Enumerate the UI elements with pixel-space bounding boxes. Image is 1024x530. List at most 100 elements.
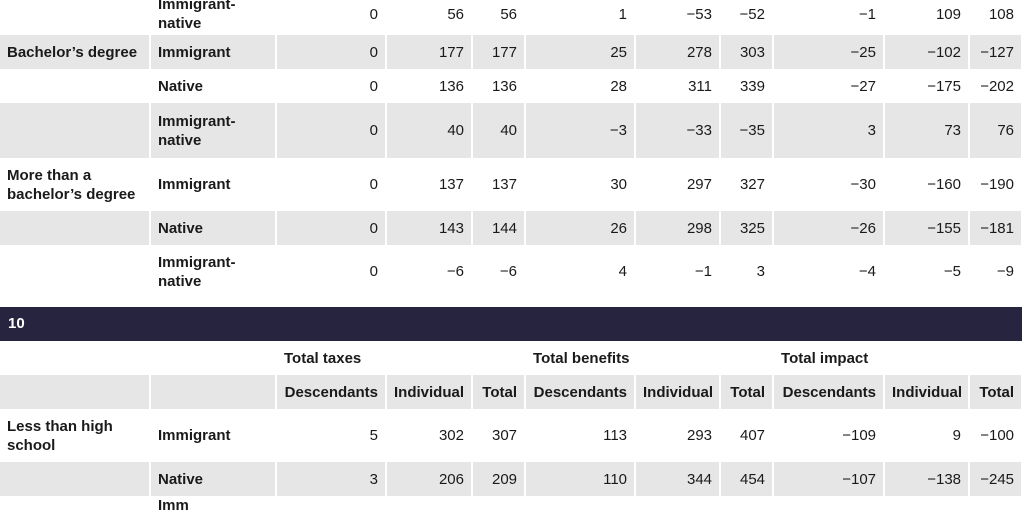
value-cell: 0 [276,211,387,245]
value-cell: −52 [720,0,774,35]
value-cell: −4 [773,245,885,298]
empty-header-cell [150,375,277,409]
value-cell [276,496,387,530]
education-group-label [0,69,151,103]
column-header: Individual [386,375,473,409]
value-cell: 293 [635,409,722,462]
value-cell: 113 [525,409,637,462]
value-cell: 327 [720,158,774,211]
column-header-row: Descendants Individual Total Descendants Ind… [0,375,1024,409]
value-cell: 56 [472,0,526,35]
value-cell: 407 [720,409,775,462]
value-cell: 339 [720,69,774,103]
column-header: Total [472,375,527,409]
education-group-label: Bachelor’s degree [0,35,151,69]
table-row: Immigrant-native 0 −6 −6 4 −1 3 −4 −5 −9 [0,245,1023,298]
table-row: Native 0 143 144 26 298 325 −26 −155 −181 [0,211,1023,245]
column-header: Total [720,375,775,409]
value-cell: −5 [884,245,970,298]
population-type-label: Native [150,462,277,496]
value-cell: 311 [635,69,721,103]
education-group-label: Less than high school [0,409,151,462]
population-type-label: Immigrant-native [150,0,277,35]
value-cell: 9 [884,409,971,462]
value-cell: −25 [773,35,885,69]
value-cell: −202 [969,69,1023,103]
value-cell: 1 [525,0,636,35]
value-cell: −1 [635,245,721,298]
fiscal-impact-table-lower: Total taxes Total benefits Total impact Des… [0,341,1024,530]
value-cell: −6 [472,245,526,298]
table-row: Less than high school Immigrant 5 302 307 113… [0,409,1024,462]
value-cell: 40 [472,103,526,158]
group-header: Total impact [773,341,1024,375]
value-cell: 0 [276,69,387,103]
column-header: Individual [884,375,971,409]
value-cell: 76 [969,103,1023,158]
value-cell [969,496,1024,530]
value-cell: −30 [773,158,885,211]
value-cell: −100 [969,409,1024,462]
value-cell: 454 [720,462,775,496]
value-cell: 5 [276,409,387,462]
value-cell: 278 [635,35,721,69]
value-cell: 25 [525,35,636,69]
value-cell: 0 [276,35,387,69]
value-cell: −102 [884,35,970,69]
value-cell: 0 [276,158,387,211]
value-cell: 297 [635,158,721,211]
value-cell [635,496,722,530]
value-cell: −107 [773,462,886,496]
value-cell: 177 [472,35,526,69]
value-cell: −27 [773,69,885,103]
value-cell: −175 [884,69,970,103]
value-cell: −9 [969,245,1023,298]
value-cell: 137 [472,158,526,211]
column-header: Descendants [773,375,886,409]
value-cell: 302 [386,409,473,462]
table-row: Imm [0,496,1024,530]
value-cell [773,496,886,530]
value-cell: 3 [720,245,774,298]
value-cell: −155 [884,211,970,245]
value-cell: 0 [276,0,387,35]
value-cell: 4 [525,245,636,298]
value-cell: −26 [773,211,885,245]
value-cell: 206 [386,462,473,496]
education-group-label: More than a bachelor’s degree [0,158,151,211]
value-cell: 136 [386,69,473,103]
value-cell [720,496,775,530]
value-cell: −35 [720,103,774,158]
value-cell [386,496,473,530]
value-cell: 40 [386,103,473,158]
value-cell: −53 [635,0,721,35]
column-header: Descendants [525,375,637,409]
value-cell: 30 [525,158,636,211]
value-cell: 28 [525,69,636,103]
empty-header-cell [0,341,151,375]
table-row: Native 0 136 136 28 311 339 −27 −175 −202 [0,69,1023,103]
education-group-label [0,0,151,35]
table-row: Immigrant-native 0 40 40 −3 −33 −35 3 73 76 [0,103,1023,158]
value-cell: 303 [720,35,774,69]
group-header-row: Total taxes Total benefits Total impact [0,341,1024,375]
population-type-label: Native [150,69,277,103]
value-cell: −33 [635,103,721,158]
value-cell: 56 [386,0,473,35]
education-group-label [0,245,151,298]
value-cell: 0 [276,245,387,298]
value-cell: 209 [472,462,527,496]
empty-header-cell [0,375,151,409]
value-cell: 298 [635,211,721,245]
value-cell: −181 [969,211,1023,245]
section-header: 10 [0,307,1022,341]
value-cell: −1 [773,0,885,35]
value-cell: 344 [635,462,722,496]
value-cell: −6 [386,245,473,298]
value-cell: 3 [276,462,387,496]
value-cell: 136 [472,69,526,103]
value-cell: 110 [525,462,637,496]
value-cell: 143 [386,211,473,245]
value-cell [472,496,527,530]
